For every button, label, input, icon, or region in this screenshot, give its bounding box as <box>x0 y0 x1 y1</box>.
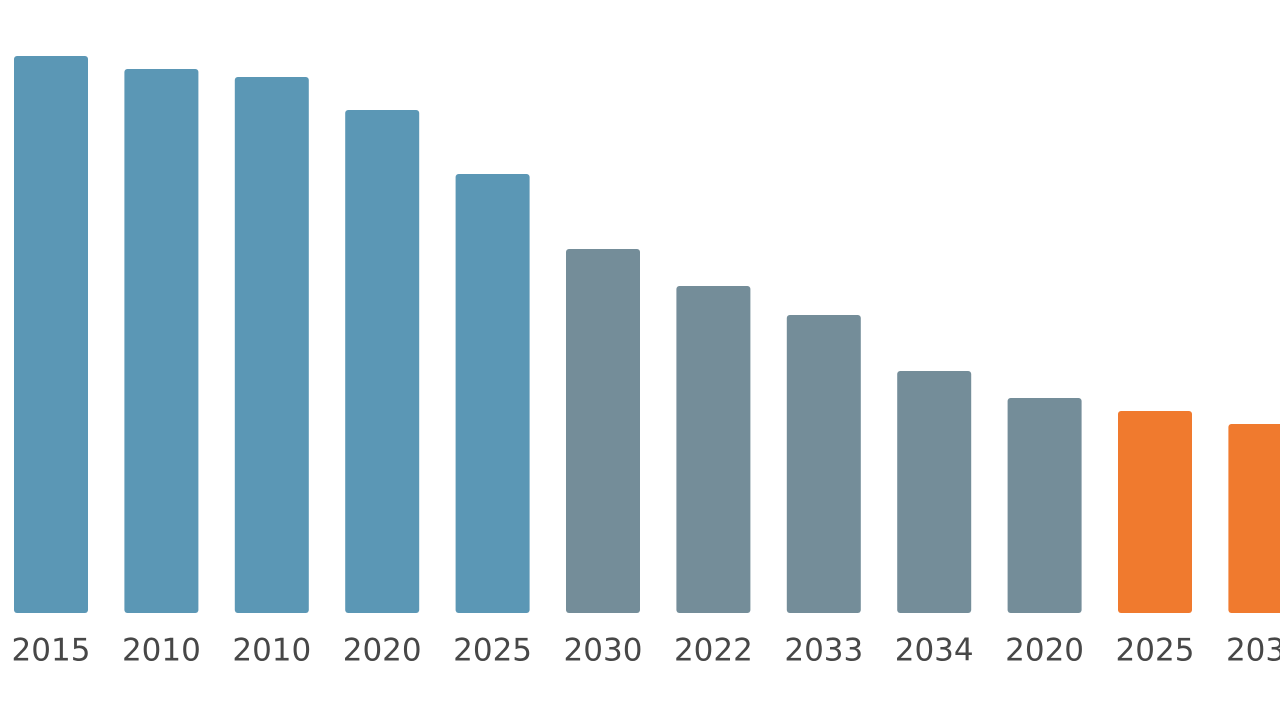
x-tick-label: 2010 <box>232 633 311 669</box>
x-tick-label: 2033 <box>784 633 863 669</box>
bar <box>455 174 530 613</box>
bar <box>124 69 199 613</box>
x-tick-label: 2015 <box>12 633 91 669</box>
bar <box>1118 411 1192 613</box>
x-tick-label: 2020 <box>1005 633 1084 669</box>
bar <box>1228 424 1280 613</box>
bar <box>345 110 420 613</box>
bar <box>1007 398 1082 613</box>
bar <box>676 286 751 613</box>
bar <box>786 315 861 613</box>
bar <box>566 249 640 613</box>
x-tick-label: 2025 <box>453 633 532 669</box>
x-tick-label: 2030 <box>564 633 643 669</box>
x-tick-label: 2034 <box>895 633 974 669</box>
x-tick-label: 2030 <box>1226 633 1280 669</box>
bar <box>897 371 972 613</box>
bar <box>14 56 88 613</box>
x-tick-label: 2025 <box>1116 633 1195 669</box>
x-tick-label: 2010 <box>122 633 201 669</box>
x-tick-label: 2022 <box>674 633 753 669</box>
x-tick-label: 2020 <box>343 633 422 669</box>
bar <box>234 77 309 613</box>
